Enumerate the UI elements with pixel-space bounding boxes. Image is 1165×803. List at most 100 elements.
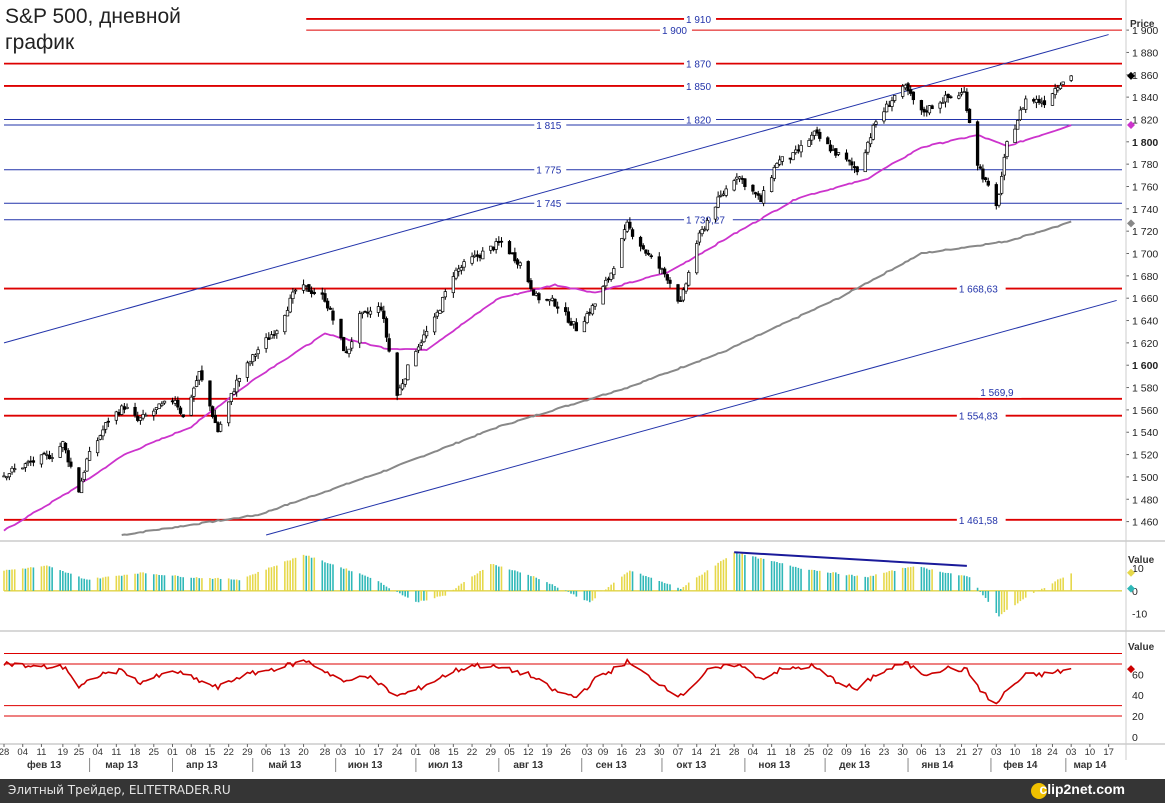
candle-body	[470, 256, 474, 264]
candle-body	[98, 435, 102, 440]
candle-body	[569, 321, 573, 326]
y-tick-label: 1 760	[1132, 181, 1158, 193]
candle-body	[61, 441, 65, 448]
y-tick-label: 40	[1132, 690, 1144, 702]
candle-body	[866, 141, 870, 153]
candle-body	[981, 168, 985, 180]
candle-body	[564, 307, 568, 313]
x-tick-label: 03	[336, 747, 347, 758]
y-tick-label: 1 460	[1132, 517, 1158, 529]
candle-body	[1034, 98, 1039, 103]
candle-body	[769, 177, 774, 192]
x-tick-label: 23	[879, 747, 890, 758]
level-label-bg	[978, 386, 1022, 398]
y-tick-label: 10	[1132, 563, 1144, 575]
histogram-marker	[1127, 568, 1135, 577]
candle-body	[227, 401, 231, 424]
candle-body	[740, 178, 744, 180]
candle-body	[31, 460, 36, 463]
candle-body	[930, 105, 934, 110]
month-label: апр 13	[186, 760, 218, 771]
candle-body	[366, 311, 370, 314]
candle-body	[807, 140, 811, 147]
candle-body	[1058, 84, 1063, 89]
level-label: 1 569,9	[980, 388, 1014, 399]
candle-body	[1016, 120, 1020, 130]
candle-body	[414, 351, 418, 367]
level-label-bg	[534, 164, 567, 176]
candle-body	[323, 293, 327, 302]
candle-body	[668, 279, 672, 284]
candle-body	[606, 278, 611, 281]
candle-body	[681, 289, 686, 301]
candle-body	[376, 306, 381, 313]
level-label-bg	[684, 13, 717, 25]
candle-body	[612, 268, 616, 276]
candle-body	[13, 468, 17, 471]
candle-body	[473, 254, 477, 257]
y-tick-label: 60	[1132, 669, 1144, 681]
candle-body	[625, 221, 629, 232]
candle-body	[218, 423, 223, 432]
month-label: дек 13	[839, 760, 870, 771]
y-tick-label: 0	[1132, 732, 1138, 744]
candle-body	[69, 461, 73, 467]
y-tick-label: 1 900	[1132, 25, 1158, 37]
candle-body	[1037, 98, 1041, 103]
x-tick-label: 21	[956, 747, 967, 758]
ma-fast-marker	[1127, 121, 1135, 130]
candle-body	[358, 313, 362, 344]
x-tick-label: 08	[429, 747, 440, 758]
candle-body	[481, 250, 485, 260]
candle-body	[534, 292, 538, 296]
y-tick-label: 1 700	[1132, 249, 1158, 261]
level-label-bg	[956, 410, 1006, 422]
candle-body	[679, 300, 683, 302]
x-tick-label: 01	[411, 747, 422, 758]
candle-body	[965, 91, 969, 111]
x-tick-label: 09	[841, 747, 852, 758]
candle-body	[949, 96, 953, 99]
candle-body	[978, 166, 982, 169]
x-tick-label: 06	[261, 747, 272, 758]
candle-body	[772, 167, 776, 179]
candle-body	[152, 410, 156, 416]
candle-body	[283, 315, 287, 333]
level-label-bg	[534, 198, 567, 210]
level-label-bg	[534, 120, 567, 132]
ma-slow-line	[121, 220, 1072, 536]
level-label-bg	[684, 58, 717, 70]
candle-body	[529, 280, 533, 289]
x-tick-label: 03	[991, 747, 1002, 758]
candle-body	[724, 188, 728, 196]
candle-body	[847, 159, 851, 162]
x-tick-label: 25	[148, 747, 159, 758]
y-tick-label: 1 580	[1132, 383, 1158, 395]
last-price-marker	[1127, 71, 1135, 80]
candle-body	[756, 193, 760, 196]
x-tick-label: 01	[167, 747, 178, 758]
x-tick-label: 04	[17, 747, 28, 758]
candle-body	[531, 289, 536, 296]
month-label: май 13	[268, 760, 301, 771]
candle-body	[398, 387, 402, 396]
x-tick-label: 03	[1066, 747, 1077, 758]
candle-body	[545, 298, 549, 301]
ma-slow-marker	[1127, 219, 1135, 228]
candle-body	[518, 262, 522, 266]
candle-body	[26, 461, 30, 464]
clip2net-logo[interactable]: clip2net.com	[1039, 781, 1125, 797]
candle-body	[181, 414, 185, 418]
level-label: 1 815	[536, 121, 561, 132]
candle-body	[901, 85, 905, 97]
candle-body	[641, 245, 645, 250]
candle-body	[630, 229, 635, 237]
candle-body	[513, 252, 517, 262]
level-label-bg	[956, 283, 1006, 295]
candle-body	[836, 152, 841, 155]
candle-body	[272, 334, 276, 336]
x-tick-label: 15	[448, 747, 459, 758]
month-label: авг 13	[513, 760, 543, 771]
candle-body	[379, 306, 383, 311]
candle-body	[267, 337, 271, 340]
